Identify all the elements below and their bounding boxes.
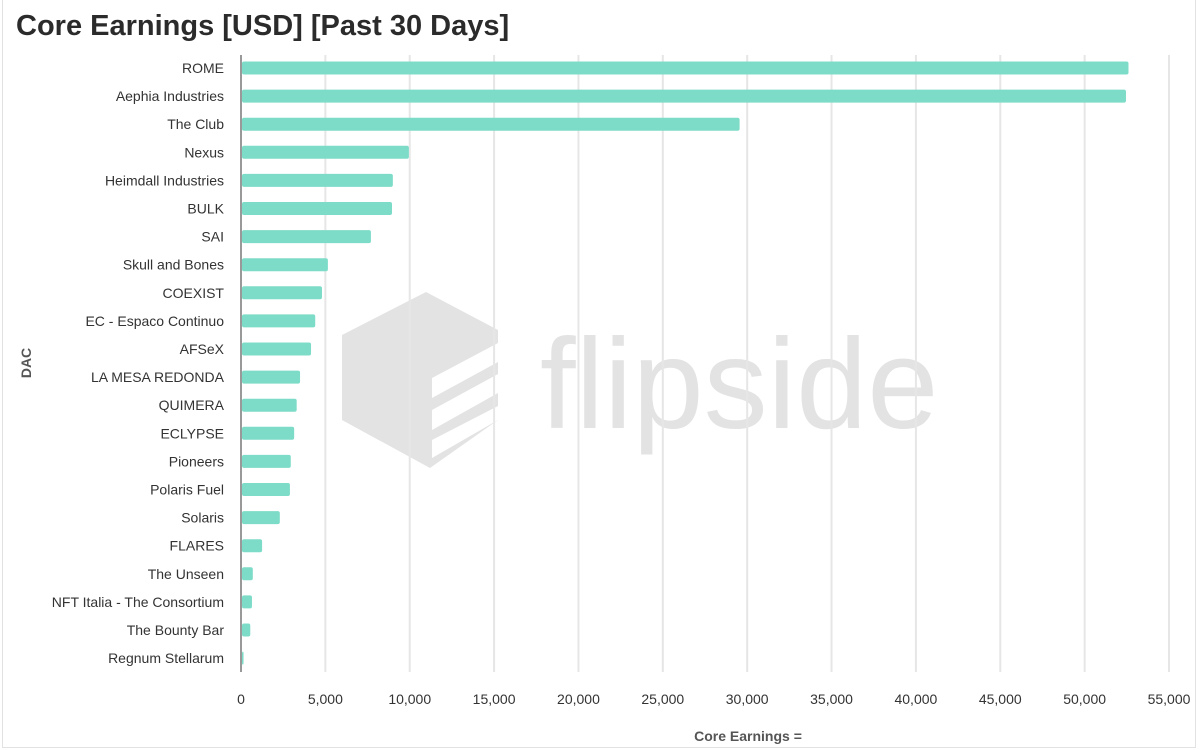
bars <box>242 61 1129 665</box>
bar[interactable] <box>242 286 322 300</box>
flipside-watermark: flipside <box>342 292 938 468</box>
chart-title: Core Earnings [USD] [Past 30 Days] <box>16 10 510 42</box>
category-label: AFSeX <box>180 341 225 357</box>
category-labels: ROME Aephia Industries The Club Nexus Heimda… <box>52 60 225 666</box>
category-label: NFT Italia - The Consortium <box>52 594 224 610</box>
bar[interactable] <box>242 89 1126 103</box>
y-axis-title: DAC <box>18 348 34 378</box>
bar[interactable] <box>242 202 393 215</box>
x-axis-title: Core Earnings = <box>694 728 802 744</box>
bar[interactable] <box>242 314 316 328</box>
bar[interactable] <box>242 539 263 553</box>
bar[interactable] <box>242 61 1129 75</box>
category-label: Aephia Industries <box>116 88 224 104</box>
bar[interactable] <box>242 370 301 384</box>
bar[interactable] <box>242 483 290 496</box>
category-label: FLARES <box>170 538 224 554</box>
bar[interactable] <box>242 117 740 131</box>
x-tick-label: 30,000 <box>726 691 769 707</box>
x-tick-labels: 0 5,000 10,000 15,000 20,000 25,000 30,000 35,0… <box>237 691 1191 707</box>
watermark-text: flipside <box>540 313 938 456</box>
category-label: BULK <box>187 201 224 217</box>
bar[interactable] <box>242 145 409 159</box>
category-label: Regnum Stellarum <box>108 650 224 666</box>
bar[interactable] <box>242 230 371 244</box>
bar[interactable] <box>242 258 328 272</box>
category-label: Skull and Bones <box>123 257 224 273</box>
x-tick-label: 10,000 <box>388 691 431 707</box>
category-label: Heimdall Industries <box>105 172 224 188</box>
bar[interactable] <box>242 567 253 581</box>
category-label: The Club <box>167 116 224 132</box>
bar[interactable] <box>242 173 393 187</box>
x-tick-label: 15,000 <box>473 691 516 707</box>
x-tick-label: 25,000 <box>641 691 684 707</box>
x-tick-label: 20,000 <box>557 691 600 707</box>
x-tick-label: 35,000 <box>810 691 853 707</box>
category-label: COEXIST <box>163 285 225 301</box>
category-label: Nexus <box>184 144 224 160</box>
flipside-logo-cutout <box>432 343 498 458</box>
category-label: EC - Espaco Continuo <box>85 313 224 329</box>
bar[interactable] <box>242 511 280 525</box>
x-tick-label: 40,000 <box>894 691 937 707</box>
x-tick-label: 50,000 <box>1063 691 1106 707</box>
flipside-logo-icon <box>342 292 498 468</box>
bar[interactable] <box>242 342 312 356</box>
category-label: ROME <box>182 60 224 76</box>
category-label: ECLYPSE <box>160 425 224 441</box>
bar[interactable] <box>242 426 295 440</box>
category-label: QUIMERA <box>159 397 225 413</box>
x-tick-label: 5,000 <box>308 691 343 707</box>
x-tick-label: 45,000 <box>979 691 1022 707</box>
category-label: The Bounty Bar <box>127 622 225 638</box>
bar[interactable] <box>242 454 291 468</box>
bar[interactable] <box>242 595 252 609</box>
category-label: Polaris Fuel <box>150 482 224 498</box>
bar[interactable] <box>242 651 244 665</box>
x-tick-label: 55,000 <box>1148 691 1191 707</box>
category-label: Solaris <box>181 510 224 526</box>
category-label: The Unseen <box>148 566 224 582</box>
x-tick-label: 0 <box>237 691 245 707</box>
category-label: LA MESA REDONDA <box>91 369 225 385</box>
category-label: Pioneers <box>169 453 224 469</box>
bar[interactable] <box>242 398 297 412</box>
bar[interactable] <box>242 623 251 637</box>
x-gridlines <box>324 55 1170 672</box>
category-label: SAI <box>201 229 224 245</box>
